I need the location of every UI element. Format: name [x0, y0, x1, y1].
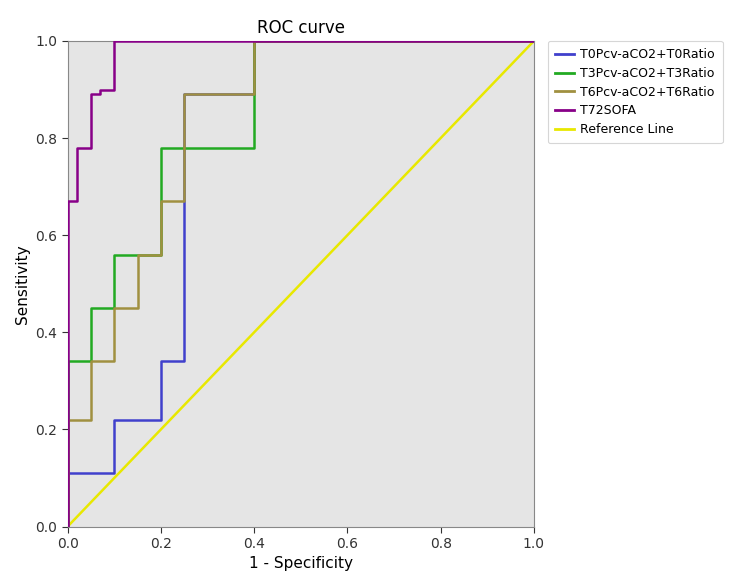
Title: ROC curve: ROC curve	[256, 19, 345, 37]
Legend: T0Pcv-aCO2+T0Ratio, T3Pcv-aCO2+T3Ratio, T6Pcv-aCO2+T6Ratio, T72SOFA, Reference L: T0Pcv-aCO2+T0Ratio, T3Pcv-aCO2+T3Ratio, …	[548, 41, 723, 143]
X-axis label: 1 - Specificity: 1 - Specificity	[249, 556, 353, 572]
Y-axis label: Sensitivity: Sensitivity	[15, 244, 30, 324]
